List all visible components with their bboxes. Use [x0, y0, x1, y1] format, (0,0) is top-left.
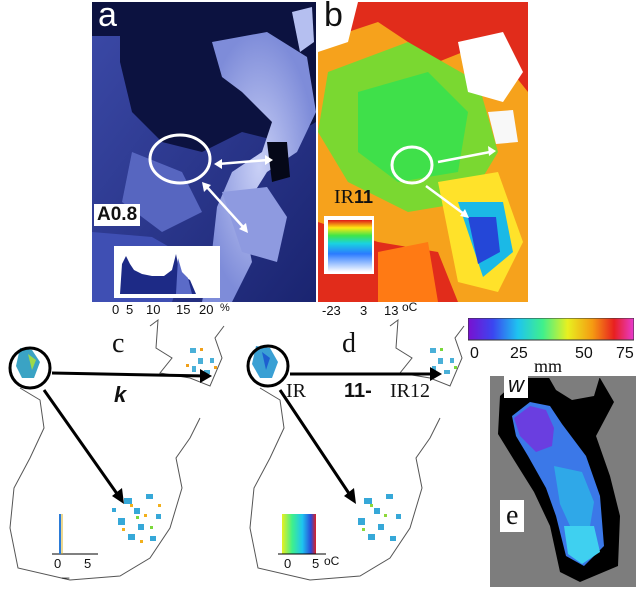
panel-b-letter: b — [324, 0, 343, 34]
panel-d-label-ir12: IR12 — [390, 380, 430, 402]
panel-b-image — [318, 2, 528, 302]
panel-c-tick-5: 5 — [84, 556, 92, 571]
panel-e-image — [490, 376, 636, 587]
panel-d-tick-5: 5 — [312, 556, 320, 571]
hist-tick-15: 15 — [176, 302, 191, 317]
panel-c-letter: c — [112, 328, 125, 359]
panel-d-scale-unit: oC — [324, 554, 340, 568]
panel-b-tick-min: -23 — [322, 303, 341, 318]
panel-d-label-band: 11- — [344, 380, 372, 402]
colorbar-tick-25: 25 — [510, 345, 528, 362]
panel-b-tick-max: 13 — [384, 303, 399, 318]
panel-a: a A0.8 — [92, 0, 316, 302]
hist-tick-10: 10 — [146, 302, 161, 317]
hist-unit: % — [220, 302, 230, 314]
panel-c-map — [8, 318, 225, 581]
panel-a-band-label: A0.8 — [94, 204, 141, 226]
panel-a-image — [92, 2, 316, 302]
panel-b-band-num: 11 — [354, 187, 374, 207]
panel-e-corner-label: w — [504, 372, 528, 398]
panel-c-annotation: k — [114, 382, 127, 407]
hist-tick-20: 20 — [199, 302, 214, 317]
panel-c: c k 0 5 _ — [0, 318, 236, 589]
panel-d: d IR 11- IR12 0 5 oC — [240, 318, 470, 589]
panel-b-tick-mid: 3 — [360, 303, 368, 318]
panel-b: b IR11 — [318, 0, 528, 302]
panel-d-label-ir: IR — [286, 380, 306, 402]
hist-tick-5: 5 — [126, 302, 134, 317]
panel-c-scale-mark: _ — [62, 564, 70, 579]
panel-d-map — [246, 318, 465, 581]
panel-d-tick-0: 0 — [284, 556, 292, 571]
panel-b-band-label: IR11 — [334, 186, 373, 209]
colorbar-tick-75: 75 — [616, 345, 634, 362]
panel-e-letter: e — [500, 500, 525, 532]
colorbar — [467, 317, 635, 342]
panel-c-tick-0: 0 — [54, 556, 62, 571]
panel-d-letter: d — [342, 328, 356, 359]
colorbar-tick-50: 50 — [575, 345, 593, 362]
hist-tick-0: 0 — [112, 302, 120, 317]
colorbar-unit: mm — [534, 356, 563, 376]
panel-e: w e — [490, 372, 636, 587]
panel-b-band-prefix: IR — [334, 186, 354, 208]
colorbar-gradient — [467, 317, 635, 341]
panel-b-scale-unit: oC — [402, 300, 418, 314]
panel-a-letter: a — [98, 0, 117, 34]
colorbar-tick-0: 0 — [470, 345, 479, 362]
